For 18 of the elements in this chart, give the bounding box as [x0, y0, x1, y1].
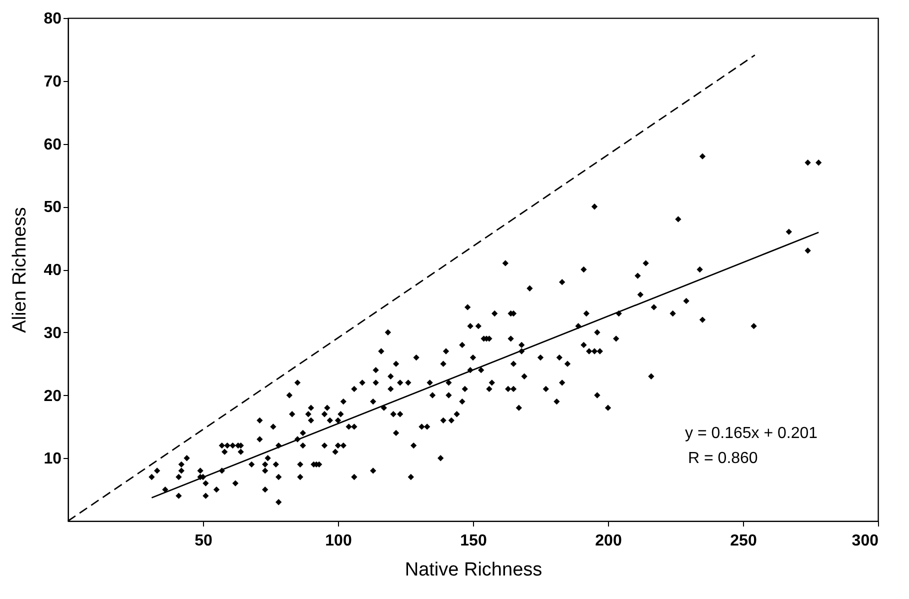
- x-tick-label: 250: [730, 532, 757, 550]
- x-tick-label: 100: [325, 532, 352, 550]
- y-tick-label: 70: [44, 73, 62, 90]
- y-tick-label: 30: [44, 324, 62, 342]
- x-tick-label: 200: [595, 532, 622, 550]
- annotation: R = 0.860: [688, 450, 758, 467]
- y-tick-label: 60: [44, 136, 62, 154]
- x-axis-title: Native Richness: [404, 560, 542, 580]
- x-tick-label: 150: [460, 532, 487, 550]
- y-tick-label: 20: [44, 388, 62, 405]
- y-tick-label: 10: [44, 450, 62, 468]
- y-axis-title: Alien Richness: [10, 207, 31, 333]
- y-tick-label: 40: [44, 262, 62, 279]
- annotation: y = 0.165x + 0.201: [685, 425, 818, 442]
- y-tick-label: 80: [44, 10, 62, 28]
- y-tick-label: 50: [44, 199, 62, 216]
- x-tick-label: 300: [852, 532, 879, 550]
- x-tick-label: 50: [194, 532, 212, 550]
